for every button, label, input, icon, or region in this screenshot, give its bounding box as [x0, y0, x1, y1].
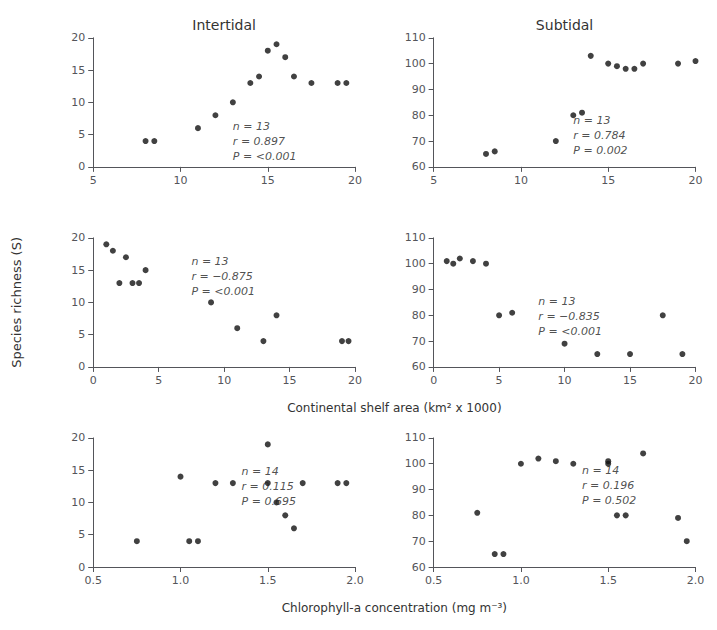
- svg-text:2.0: 2.0: [687, 574, 705, 587]
- svg-text:0: 0: [78, 561, 85, 574]
- svg-text:20: 20: [71, 231, 85, 244]
- svg-text:1.5: 1.5: [259, 574, 277, 587]
- svg-text:r = 0.897: r = 0.897: [233, 135, 285, 148]
- svg-text:70: 70: [412, 135, 426, 148]
- svg-text:5: 5: [496, 374, 503, 387]
- svg-text:60: 60: [412, 360, 426, 373]
- svg-text:10: 10: [514, 174, 528, 187]
- svg-text:100: 100: [405, 57, 426, 70]
- svg-text:10: 10: [71, 296, 85, 309]
- svg-text:0: 0: [90, 374, 97, 387]
- svg-text:20: 20: [348, 174, 362, 187]
- svg-text:1.0: 1.0: [172, 574, 190, 587]
- svg-text:100: 100: [405, 257, 426, 270]
- svg-text:n = 13: n = 13: [573, 114, 610, 127]
- svg-text:5: 5: [430, 174, 437, 187]
- svg-text:15: 15: [623, 374, 637, 387]
- svg-text:90: 90: [412, 283, 426, 296]
- svg-text:0: 0: [78, 360, 85, 373]
- svg-text:80: 80: [412, 309, 426, 322]
- svg-text:60: 60: [412, 561, 426, 574]
- svg-text:5: 5: [78, 328, 85, 341]
- svg-text:110: 110: [405, 31, 426, 44]
- svg-text:80: 80: [412, 109, 426, 122]
- svg-text:70: 70: [412, 535, 426, 548]
- svg-text:P = <0.001: P = <0.001: [538, 325, 602, 338]
- svg-text:Chlorophyll-a concentration (m: Chlorophyll-a concentration (mg m⁻³): [282, 601, 507, 615]
- svg-text:P = 0.695: P = 0.695: [242, 495, 296, 508]
- svg-text:P = <0.001: P = <0.001: [233, 150, 297, 163]
- svg-text:P = 0.502: P = 0.502: [582, 494, 636, 507]
- svg-text:80: 80: [412, 509, 426, 522]
- svg-text:0: 0: [430, 374, 437, 387]
- svg-text:P = <0.001: P = <0.001: [191, 285, 255, 298]
- svg-text:20: 20: [71, 431, 85, 444]
- svg-text:n = 14: n = 14: [242, 465, 279, 478]
- svg-text:r = 0.115: r = 0.115: [242, 480, 294, 493]
- svg-text:15: 15: [71, 64, 85, 77]
- svg-text:15: 15: [71, 464, 85, 477]
- svg-text:P = 0.002: P = 0.002: [573, 144, 627, 157]
- svg-text:n = 13: n = 13: [538, 295, 575, 308]
- svg-text:10: 10: [558, 374, 572, 387]
- svg-text:n = 13: n = 13: [191, 255, 228, 268]
- svg-text:15: 15: [261, 174, 275, 187]
- svg-text:110: 110: [405, 231, 426, 244]
- svg-text:15: 15: [601, 174, 615, 187]
- svg-text:5: 5: [155, 374, 162, 387]
- svg-text:r = −0.835: r = −0.835: [538, 310, 599, 323]
- svg-text:15: 15: [71, 264, 85, 277]
- svg-text:60: 60: [412, 160, 426, 173]
- svg-text:90: 90: [412, 83, 426, 96]
- svg-text:20: 20: [688, 374, 702, 387]
- svg-text:1.0: 1.0: [512, 574, 530, 587]
- svg-text:10: 10: [217, 374, 231, 387]
- svg-text:r = 0.196: r = 0.196: [582, 479, 634, 492]
- svg-text:r = 0.784: r = 0.784: [573, 129, 625, 142]
- svg-text:90: 90: [412, 483, 426, 496]
- svg-text:110: 110: [405, 431, 426, 444]
- svg-text:10: 10: [173, 174, 187, 187]
- svg-text:Subtidal: Subtidal: [536, 17, 593, 33]
- svg-text:Continental shelf area (km² x: Continental shelf area (km² x 1000): [287, 401, 501, 415]
- svg-text:2.0: 2.0: [346, 574, 364, 587]
- svg-text:20: 20: [71, 31, 85, 44]
- svg-text:100: 100: [405, 457, 426, 470]
- svg-text:1.5: 1.5: [599, 574, 617, 587]
- svg-text:5: 5: [78, 528, 85, 541]
- svg-text:r = −0.875: r = −0.875: [191, 270, 252, 283]
- svg-text:Intertidal: Intertidal: [192, 17, 256, 33]
- svg-text:0.5: 0.5: [425, 574, 443, 587]
- svg-text:0: 0: [78, 160, 85, 173]
- svg-text:20: 20: [688, 174, 702, 187]
- svg-text:10: 10: [71, 496, 85, 509]
- svg-text:15: 15: [283, 374, 297, 387]
- svg-text:n = 13: n = 13: [233, 120, 270, 133]
- svg-text:n = 14: n = 14: [582, 464, 619, 477]
- svg-text:0.5: 0.5: [84, 574, 102, 587]
- svg-text:5: 5: [90, 174, 97, 187]
- svg-text:20: 20: [348, 374, 362, 387]
- svg-text:5: 5: [78, 128, 85, 141]
- svg-text:10: 10: [71, 96, 85, 109]
- svg-text:70: 70: [412, 335, 426, 348]
- svg-text:Species richness (S): Species richness (S): [9, 237, 24, 368]
